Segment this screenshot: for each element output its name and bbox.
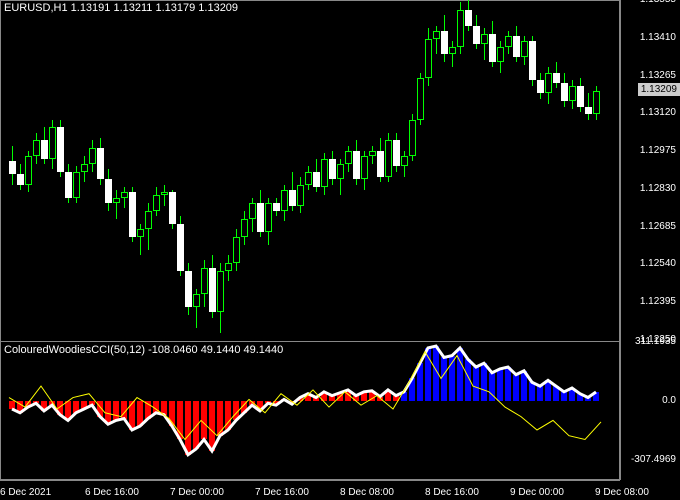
time-tick: 7 Dec 16:00 <box>255 487 309 498</box>
price-tick: 1.13265 <box>640 70 676 81</box>
symbol-label: EURUSD,H1 <box>4 2 68 14</box>
price-tick: 1.12975 <box>640 145 676 156</box>
white-cci-line <box>12 346 596 455</box>
indicator-tick: 311.1935 <box>635 336 676 347</box>
price-tick: 1.12830 <box>640 183 676 194</box>
ohlc-values: 1.13191 1.13211 1.13179 1.13209 <box>71 2 238 14</box>
price-tick: 1.12395 <box>640 296 676 307</box>
time-x-axis: 6 Dec 2021 6 Dec 16:00 7 Dec 00:00 7 Dec 16… <box>0 480 620 500</box>
time-tick: 7 Dec 00:00 <box>170 487 224 498</box>
current-price-tag: 1.13209 <box>638 83 680 96</box>
price-tick: 1.13410 <box>640 32 676 43</box>
price-tick: 1.13555 <box>640 0 676 5</box>
price-y-axis: 1.13555 1.13410 1.13265 1.13120 1.12975 1.128… <box>620 0 680 342</box>
time-tick: 8 Dec 16:00 <box>425 487 479 498</box>
indicator-y-axis: 311.19350.0-307.4969 <box>620 342 680 480</box>
main-price-chart[interactable] <box>0 0 620 342</box>
indicator-header: ColouredWoodiesCCI(50,12) -108.0460 49.1… <box>4 344 283 356</box>
time-tick: 9 Dec 08:00 <box>595 487 649 498</box>
price-tick: 1.12685 <box>640 221 676 232</box>
time-tick: 6 Dec 16:00 <box>85 487 139 498</box>
time-tick: 9 Dec 00:00 <box>510 487 564 498</box>
time-tick: 6 Dec 2021 <box>0 487 51 498</box>
price-tick: 1.13120 <box>640 107 676 118</box>
price-tick: 1.12540 <box>640 258 676 269</box>
indicator-chart[interactable] <box>0 342 620 480</box>
time-tick: 8 Dec 08:00 <box>340 487 394 498</box>
indicator-tick: 0.0 <box>662 395 676 406</box>
indicator-tick: -307.4969 <box>631 454 676 465</box>
chart-header: EURUSD,H1 1.13191 1.13211 1.13179 1.1320… <box>4 2 238 14</box>
